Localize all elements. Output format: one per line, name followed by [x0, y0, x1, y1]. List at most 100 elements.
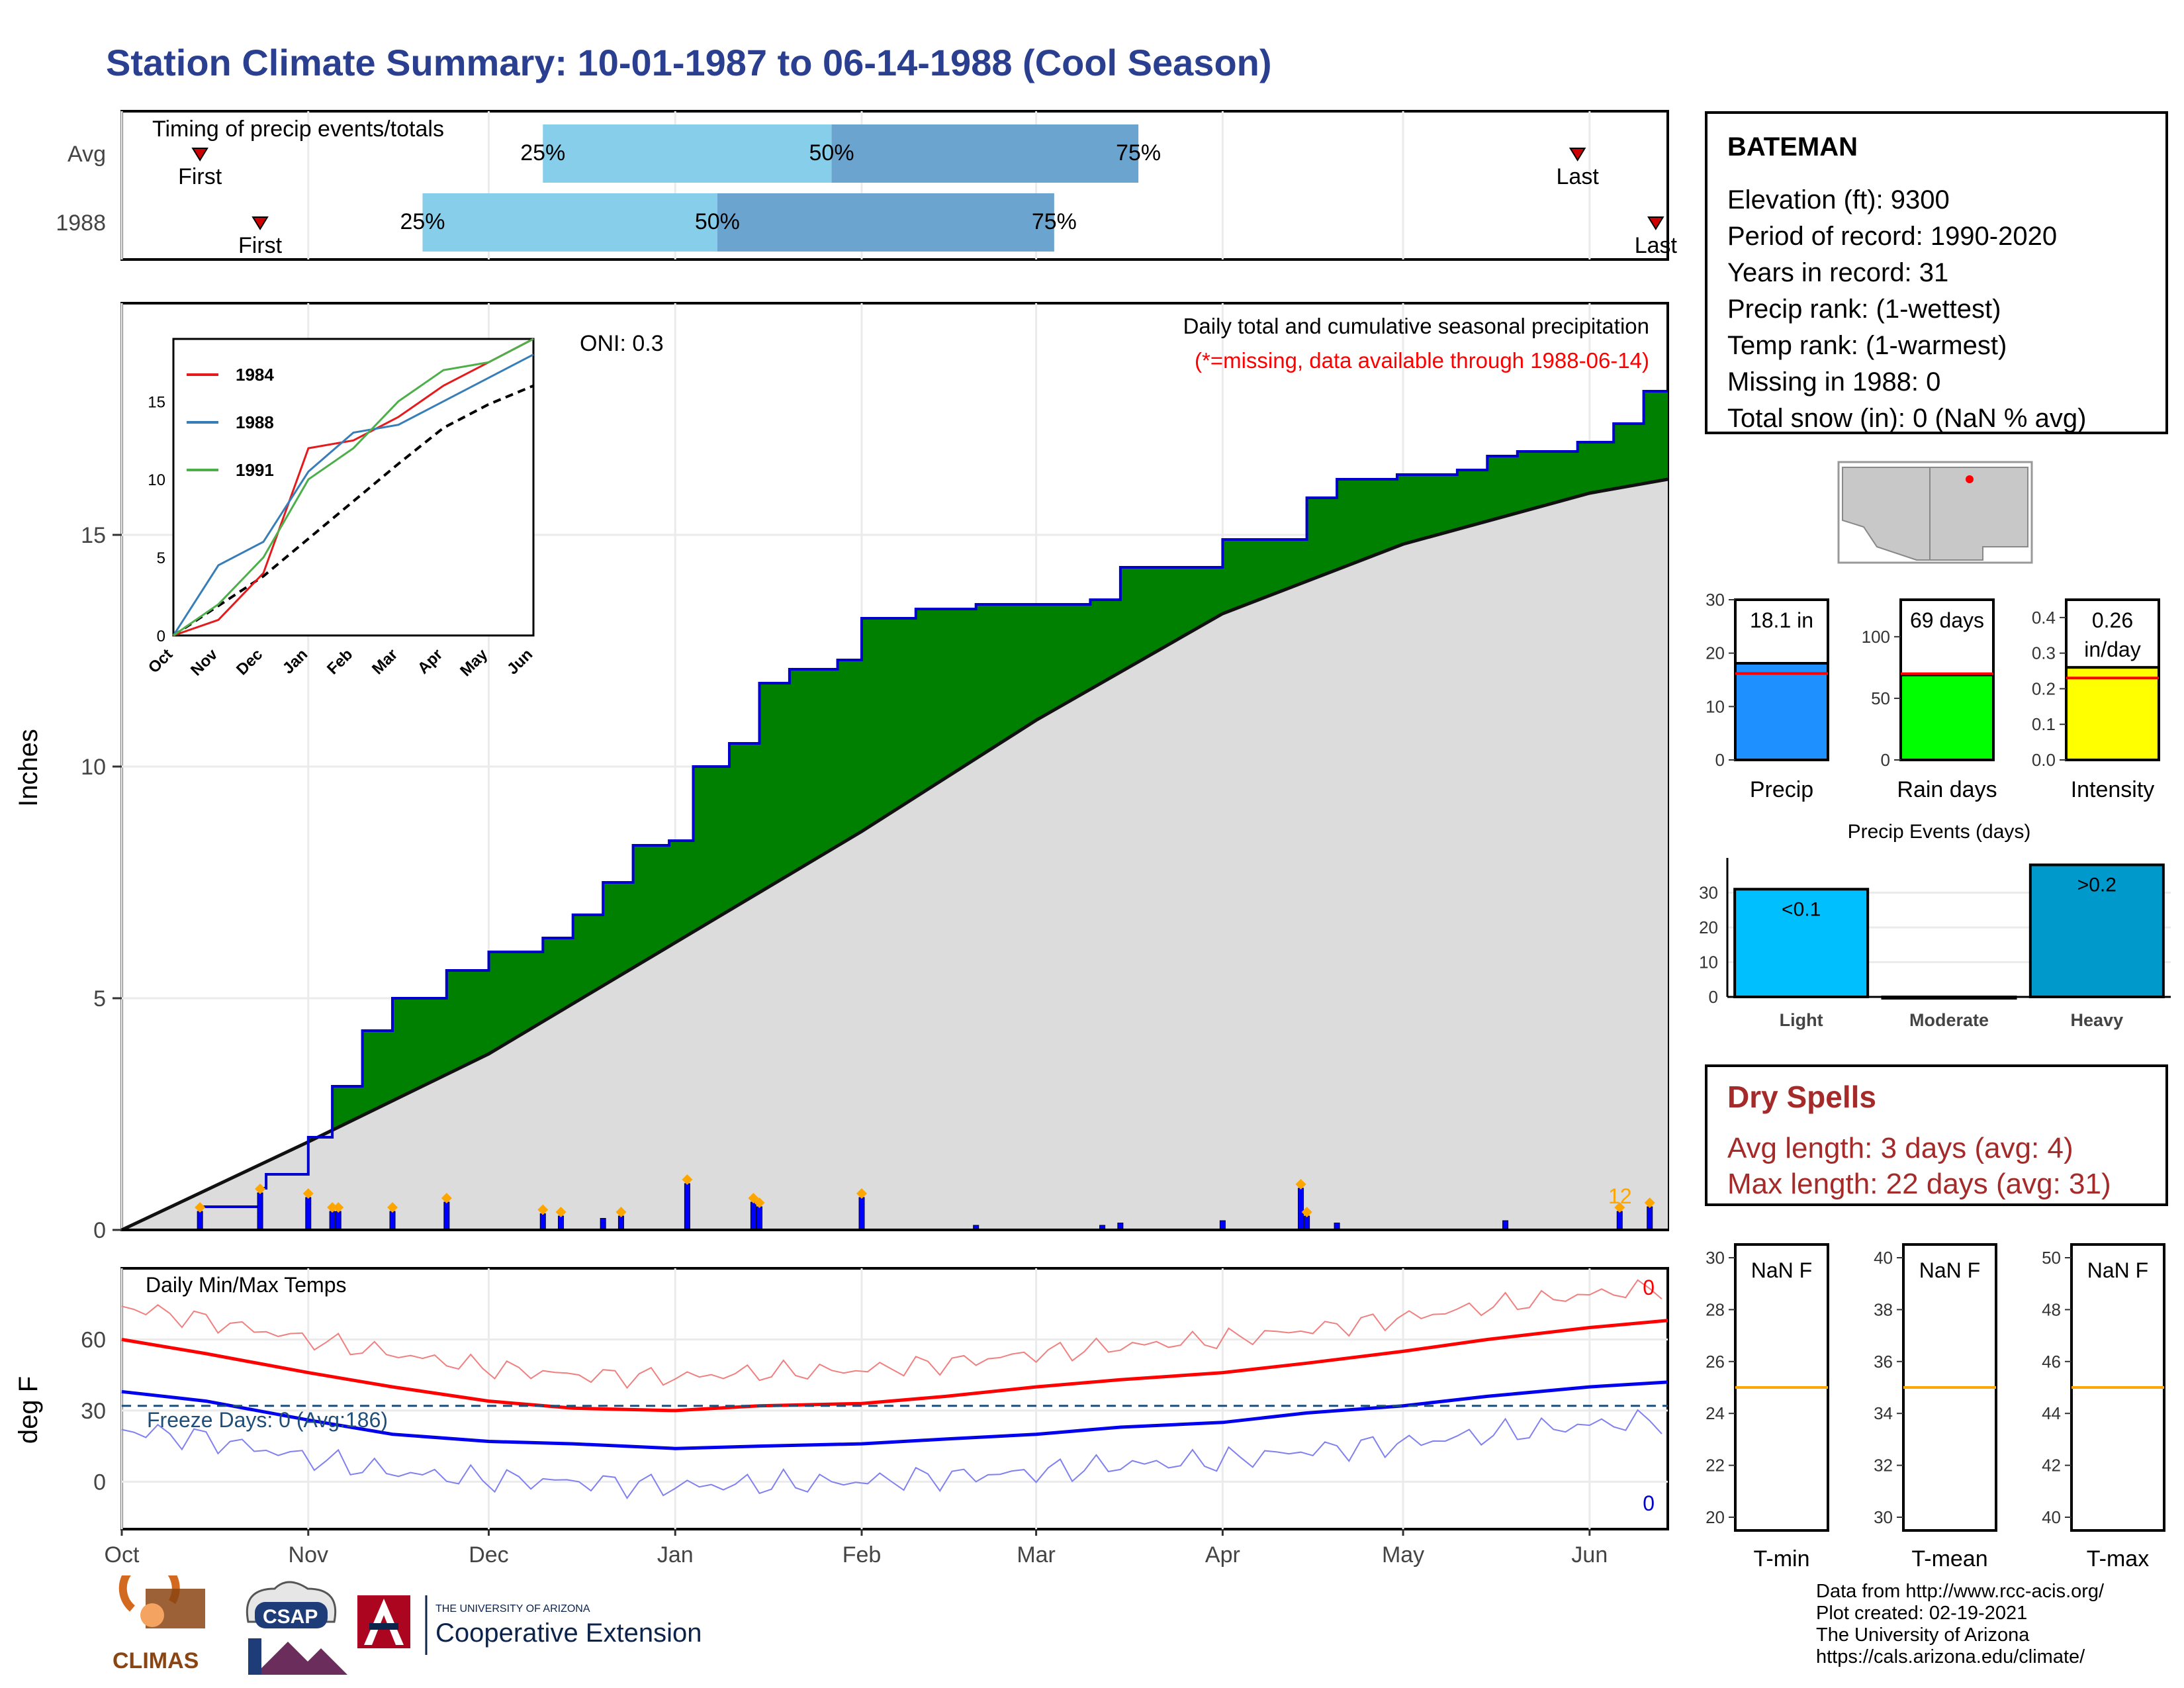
y-tick-label: 20 [1706, 1507, 1725, 1527]
y-tick-label: 0.2 [2032, 679, 2056, 698]
y-tick-label: 0.1 [2032, 714, 2056, 734]
event-marker [856, 1188, 868, 1199]
daily-min-line [121, 1409, 1662, 1500]
station-line: Missing in 1988: 0 [1727, 367, 1941, 397]
timing-panel: Timing of precip events/totals Avg 25% 50% 7… [56, 110, 1678, 261]
y-tick-label: 0 [93, 1470, 106, 1495]
temp-category-label: T-max [2087, 1546, 2149, 1571]
credit-line: Plot created: 02-19-2021 [1816, 1603, 2028, 1624]
y-tick-label: 44 [2042, 1403, 2061, 1423]
y-tick-label: 24 [1706, 1403, 1725, 1423]
station-line: Period of record: 1990-2020 [1727, 222, 2058, 251]
station-location-marker [1966, 475, 1974, 483]
page-title: Station Climate Summary: 10-01-1987 to 0… [106, 42, 1272, 83]
timing-pct-label: 50% [809, 140, 854, 165]
event-marker [333, 1202, 344, 1213]
timing-marker-label: First [178, 164, 222, 189]
inset-avg-line [172, 384, 534, 637]
timing-bar-q3 [831, 124, 1139, 183]
timing-title: Timing of precip events/totals [152, 117, 444, 142]
credit-line: Data from http://www.rcc-acis.org/ [1816, 1581, 2105, 1602]
timing-marker-label: Last [1635, 233, 1678, 258]
precip-panel: 0 5 10 15 Inches Daily total and cumulative s… [14, 302, 1669, 1243]
inset-legend-label: 1984 [236, 365, 274, 385]
summary-value-bar [2065, 666, 2160, 761]
csap-logo: CSAP [246, 1581, 347, 1675]
summary-value-label: 18.1 in [1750, 608, 1813, 632]
logos: CLIMAS CSAP THE UNIVERSITY OF ARIZONA Co… [113, 1575, 702, 1675]
freeze-days-label: Freeze Days: 0 (Avg:186) [147, 1408, 388, 1432]
y-tick-label: 0.3 [2032, 643, 2056, 663]
x-tick-label: Jun [1571, 1542, 1608, 1568]
temp-panel: 0 30 60 deg F Daily Min/Max Temps Freeze Days… [14, 1267, 1669, 1568]
inset-y-tick: 0 [157, 628, 165, 645]
missing-note: (*=missing, data available through 1988-… [1195, 348, 1649, 373]
y-tick-label: 0 [1709, 987, 1718, 1007]
temp-panel-title: Daily Min/Max Temps [146, 1273, 346, 1297]
station-line: Years in record: 31 [1727, 258, 1949, 287]
csap-text: CSAP [263, 1606, 318, 1628]
events-bar [2028, 863, 2165, 998]
y-tick-label: 0 [1715, 750, 1725, 770]
oni-label: ONI: 0.3 [580, 331, 664, 356]
event-marker [387, 1202, 398, 1213]
timing-pct-label: 50% [695, 209, 740, 234]
y-tick-label: 0.0 [2032, 750, 2056, 770]
timing-bar-q2 [543, 124, 832, 183]
y-tick-label: 30 [1706, 590, 1725, 610]
locator-map [1837, 461, 2033, 564]
y-tick-label: 10 [81, 755, 106, 780]
precip-panel-title: Daily total and cumulative seasonal prec… [1183, 314, 1649, 338]
dry-spells-box: Dry Spells Avg length: 3 days (avg: 4) M… [1705, 1064, 2168, 1206]
ua-small-text: THE UNIVERSITY OF ARIZONA [435, 1603, 590, 1615]
y-tick-label: 48 [2042, 1299, 2061, 1319]
timing-pct-label: 25% [400, 209, 445, 234]
event-marker [754, 1197, 765, 1208]
inset-series-line [173, 338, 534, 637]
timing-marker [251, 216, 269, 230]
summary-category-label: Precip [1750, 777, 1813, 802]
events-category-label: Light [1780, 1010, 1823, 1030]
climas-logo: CLIMAS [113, 1575, 205, 1673]
inset-series-line [173, 338, 534, 637]
y-tick-label: 28 [1706, 1299, 1725, 1319]
inset-legend-label: 1991 [236, 460, 274, 480]
y-tick-label: 0.4 [2032, 608, 2056, 628]
precip-ylabel: Inches [14, 729, 43, 807]
inset-frame [172, 338, 535, 637]
events-bar-label: <0.1 [1782, 898, 1821, 920]
y-tick-label: 36 [1874, 1352, 1893, 1372]
event-marker [195, 1202, 206, 1213]
timing-row-label: Avg [68, 142, 106, 167]
y-tick-label: 30 [1874, 1507, 1893, 1527]
timing-row-label: 1988 [56, 211, 106, 236]
y-tick-label: 40 [1874, 1248, 1893, 1268]
x-tick-label: Mar [1017, 1542, 1056, 1568]
precip-events-chart: Precip Events (days) 0 10 20 30 <0.1 Light Mode… [1699, 821, 2171, 1030]
event-marker [1295, 1179, 1306, 1190]
daily-max-line [121, 1279, 1662, 1389]
x-tick-label: Nov [289, 1542, 328, 1568]
dry-spells-avg: Avg length: 3 days (avg: 4) [1727, 1132, 2073, 1164]
timing-marker-label: Last [1557, 164, 1600, 189]
inset-series-line [172, 353, 534, 636]
y-tick-label: 26 [1706, 1352, 1725, 1372]
min-count-label: 0 [1643, 1491, 1655, 1515]
x-tick-label: Dec [469, 1542, 508, 1568]
avg-max-line [121, 1319, 1668, 1413]
event-marker [748, 1193, 759, 1203]
event-marker [555, 1207, 567, 1217]
y-tick-label: 60 [81, 1327, 106, 1352]
y-tick-label: 10 [1699, 953, 1718, 972]
footer-credits: Data from http://www.rcc-acis.org/ Plot … [1816, 1581, 2104, 1668]
station-line: Total snow (in): 0 (NaN % avg) [1727, 404, 2087, 433]
y-tick-label: 20 [1706, 643, 1725, 663]
avg-min-line [121, 1380, 1668, 1450]
events-bar [1733, 888, 1870, 998]
station-line: Precip rank: (1-wettest) [1727, 295, 2001, 324]
event-marker [1644, 1197, 1655, 1208]
event-marker [1301, 1207, 1312, 1217]
dry-spells-title: Dry Spells [1727, 1080, 1876, 1114]
event-marker [615, 1207, 627, 1217]
timing-marker-label: First [238, 233, 283, 258]
